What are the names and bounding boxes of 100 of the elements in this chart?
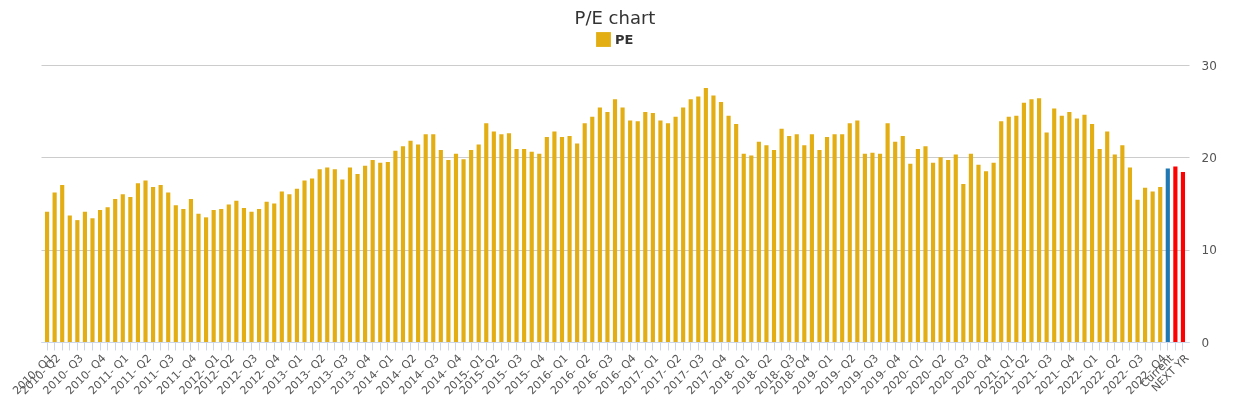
bar [779, 128, 784, 342]
bar [241, 208, 247, 342]
bar [734, 124, 739, 342]
bar [52, 192, 57, 342]
bar [393, 150, 398, 342]
bar [938, 157, 943, 342]
bar [385, 161, 390, 342]
bar [105, 207, 110, 342]
bar [537, 153, 542, 342]
bar [499, 134, 504, 342]
bar [870, 152, 875, 342]
bar [423, 134, 428, 342]
bar [332, 169, 337, 342]
bar [476, 144, 481, 342]
bar [1059, 115, 1064, 342]
bar [1067, 112, 1072, 342]
bar [1127, 167, 1133, 342]
bar [113, 198, 118, 342]
bar [416, 144, 421, 342]
bar [1097, 149, 1102, 342]
bar [787, 136, 792, 342]
bar [370, 160, 375, 342]
bar [431, 134, 436, 342]
bar [635, 121, 640, 342]
bar [310, 178, 315, 342]
bar [862, 153, 867, 342]
bar [363, 165, 368, 342]
bar [484, 123, 489, 342]
bar [173, 205, 178, 342]
bar [930, 162, 936, 342]
bar [552, 131, 557, 342]
bar [983, 171, 989, 342]
bar [953, 154, 958, 342]
bar [809, 134, 814, 342]
y-tick-label: 20 [1201, 150, 1217, 165]
bar [991, 162, 996, 342]
bar [469, 149, 474, 342]
bar [794, 134, 799, 342]
bar [559, 137, 565, 342]
bar [726, 115, 731, 342]
bar [900, 136, 905, 342]
bar [75, 220, 80, 342]
bar [1112, 154, 1117, 342]
bar [128, 197, 133, 342]
y-tick-label: 0 [1201, 335, 1210, 350]
bar [347, 167, 353, 342]
bar [400, 146, 406, 342]
bar [885, 123, 890, 342]
bar [832, 134, 837, 342]
bar [302, 180, 307, 342]
bar [287, 194, 292, 342]
bar [1180, 172, 1186, 342]
bar [279, 191, 284, 342]
bar [544, 137, 549, 342]
bar [135, 183, 141, 342]
bar [257, 209, 262, 342]
bar [249, 211, 254, 342]
bar [529, 151, 534, 342]
bar [802, 145, 807, 342]
bar [923, 146, 928, 342]
bar [453, 153, 459, 342]
bar [90, 218, 95, 342]
bar [855, 120, 860, 342]
legend-label: PE [615, 31, 634, 47]
bar [325, 167, 330, 342]
bar [408, 140, 413, 342]
bar [976, 164, 981, 342]
bar [681, 107, 686, 342]
bar [1135, 199, 1140, 342]
bar [756, 141, 761, 342]
bar [67, 215, 72, 342]
bar [946, 160, 951, 342]
chart-title: P/E chart [574, 7, 656, 28]
bar [219, 209, 224, 342]
bar [741, 153, 746, 342]
bar [491, 131, 496, 342]
bar [166, 192, 171, 342]
bar [590, 116, 595, 342]
bar [272, 203, 277, 342]
bar [188, 198, 194, 342]
bar [340, 179, 345, 342]
bar [196, 213, 201, 342]
bar [688, 99, 693, 342]
bar [355, 173, 360, 342]
bar [711, 95, 716, 342]
bar [771, 149, 777, 342]
bar [1036, 98, 1042, 342]
bar [181, 209, 186, 342]
bar [673, 116, 678, 342]
bar [158, 185, 163, 342]
bar [1074, 118, 1080, 342]
bar [60, 185, 65, 342]
bar [82, 211, 87, 342]
bar [1006, 116, 1011, 342]
bar [1165, 168, 1170, 342]
bar [506, 133, 512, 342]
bar [749, 155, 754, 342]
bar [628, 120, 633, 342]
bar [1089, 124, 1095, 342]
bar [718, 101, 724, 342]
